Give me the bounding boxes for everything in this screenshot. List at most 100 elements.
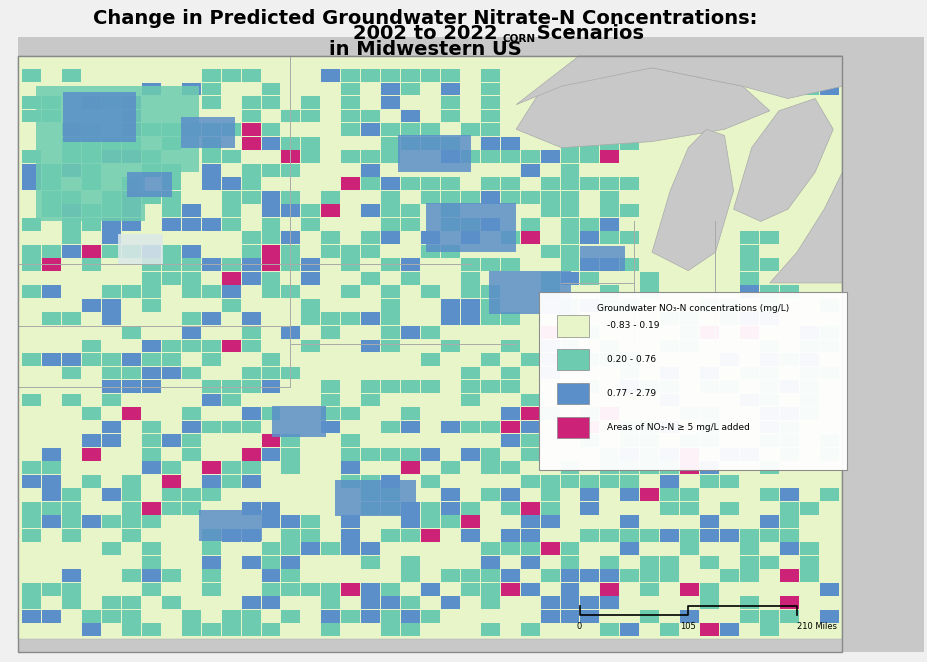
Bar [659,353,679,366]
Bar [799,529,818,542]
Bar [779,596,798,609]
Bar [659,312,679,325]
Bar [440,569,460,583]
Bar [759,312,778,325]
Bar [759,610,778,623]
Bar [480,610,500,623]
Bar [819,394,838,406]
Bar [759,434,778,447]
Bar [261,136,280,150]
Bar [122,529,141,542]
Bar [361,461,380,474]
Bar [799,461,818,474]
Bar [261,596,280,609]
Bar [43,96,61,109]
Bar [400,218,420,230]
Bar [182,569,200,583]
Bar [699,556,718,569]
Bar [540,272,559,285]
Bar [301,394,320,406]
Bar [341,164,360,177]
Bar [501,299,519,312]
Bar [540,299,559,312]
Bar [560,569,578,583]
Bar [22,245,42,258]
Bar [600,299,618,312]
Bar [122,353,141,366]
Bar [381,448,400,461]
Bar [161,489,181,501]
Bar [182,205,200,217]
Bar [679,542,698,555]
Bar [222,83,240,95]
Bar [83,83,101,95]
Bar [321,407,340,420]
Bar [600,380,618,393]
Bar [341,69,360,82]
Bar [222,542,240,555]
Bar [480,529,500,542]
Bar [739,245,758,258]
Bar [182,394,200,406]
Bar [261,299,280,312]
Bar [142,69,160,82]
Bar [779,380,798,393]
Bar [699,299,718,312]
Bar [501,285,519,299]
Bar [440,624,460,636]
Bar [62,367,81,379]
Bar [341,529,360,542]
Bar [440,420,460,434]
Bar [719,340,738,352]
Bar [361,394,380,406]
Bar [461,556,479,569]
Bar [560,407,578,420]
Bar [261,164,280,177]
Bar [560,624,578,636]
Bar [182,69,200,82]
Bar [480,326,500,339]
Bar [201,502,221,514]
Bar [421,340,439,352]
Bar [461,353,479,366]
Bar [440,394,460,406]
Bar [63,93,135,142]
Bar [201,177,221,190]
Bar [102,624,121,636]
Bar [161,569,181,583]
Bar [321,164,340,177]
Bar [759,380,778,393]
Bar [759,285,778,299]
Bar [520,610,539,623]
Bar [619,475,639,488]
Bar [398,136,470,172]
Bar [83,340,101,352]
Bar [540,150,559,163]
Bar [560,150,578,163]
Bar [341,299,360,312]
Text: -0.83 - 0.19: -0.83 - 0.19 [606,322,658,330]
Bar [222,258,240,271]
Bar [142,83,160,95]
Bar [142,123,160,136]
Bar [560,583,578,596]
Bar [161,205,181,217]
Bar [779,515,798,528]
Bar [461,123,479,136]
Bar [679,461,698,474]
Bar [619,177,639,190]
Bar [421,96,439,109]
Bar [461,610,479,623]
Bar [22,556,42,569]
Bar [560,529,578,542]
Bar [201,624,221,636]
Bar [400,191,420,204]
Text: CORN: CORN [502,34,535,44]
Bar [480,191,500,204]
Bar [122,299,141,312]
Bar [501,420,519,434]
Bar [560,461,578,474]
Bar [83,326,101,339]
Bar [501,596,519,609]
Bar [779,556,798,569]
